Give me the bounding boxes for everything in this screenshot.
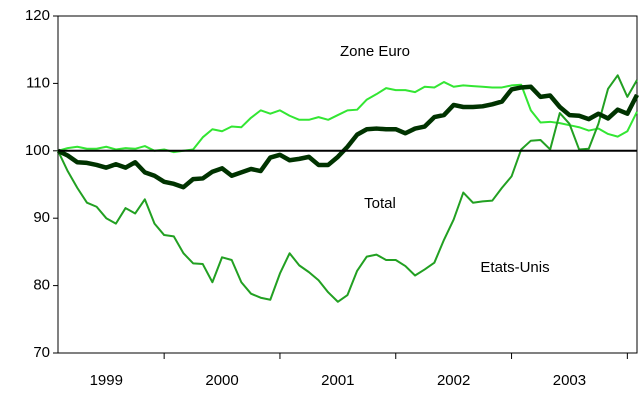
x-tick-label: 2002 — [437, 372, 470, 389]
y-tick-label: 90 — [33, 209, 50, 226]
x-tick-label: 2001 — [321, 372, 354, 389]
x-tick-label: 1999 — [90, 372, 123, 389]
x-tick-label: 2003 — [553, 372, 586, 389]
y-tick-label: 120 — [25, 7, 50, 24]
y-tick-label: 110 — [26, 74, 50, 91]
annotation: Etats-Unis — [480, 259, 549, 276]
data-line — [57, 74, 638, 303]
annotation: Zone Euro — [340, 43, 410, 60]
y-tick-label: 100 — [25, 142, 50, 159]
y-tick-label: 80 — [33, 277, 50, 294]
y-tick-label: 70 — [33, 344, 50, 361]
x-tick-label: 2000 — [205, 372, 238, 389]
annotation: Total — [364, 195, 396, 212]
plot-area — [57, 15, 638, 354]
data-line — [57, 84, 640, 190]
